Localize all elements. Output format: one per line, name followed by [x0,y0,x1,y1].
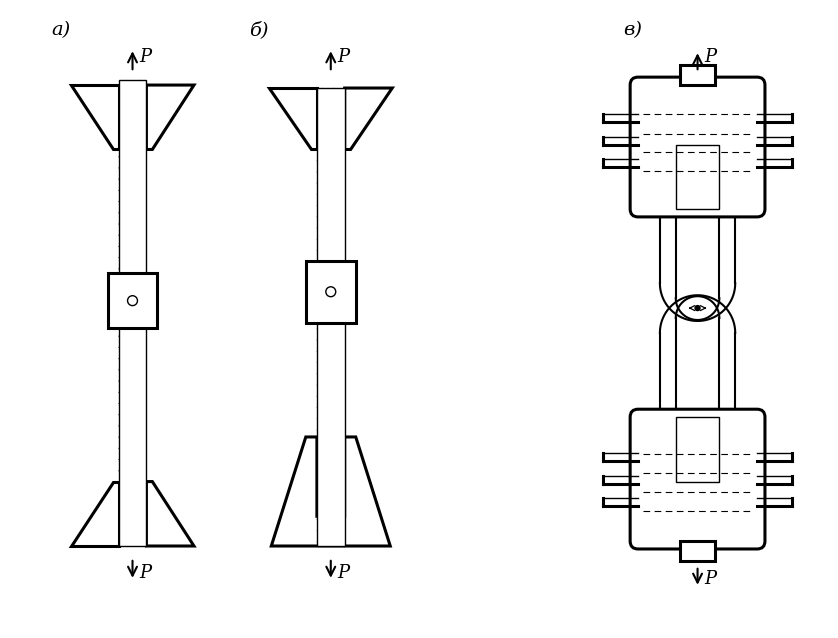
Circle shape [695,306,700,311]
Bar [680,541,716,561]
Text: P: P [705,570,716,588]
Polygon shape [71,85,119,149]
Text: P: P [705,48,716,66]
Polygon shape [344,88,392,149]
Text: P: P [338,48,349,66]
Bar [675,145,719,209]
Bar [306,260,355,323]
Bar [108,274,158,328]
FancyBboxPatch shape [630,77,765,217]
Circle shape [326,287,336,297]
Text: P: P [338,564,349,582]
Polygon shape [71,482,119,546]
Text: б): б) [250,22,269,40]
Text: P: P [139,564,152,582]
Polygon shape [147,482,194,546]
Text: а): а) [51,22,70,40]
Polygon shape [272,437,391,546]
FancyBboxPatch shape [630,409,765,549]
Polygon shape [317,88,344,546]
Polygon shape [147,85,194,149]
Circle shape [127,295,137,306]
Text: P: P [139,48,152,66]
Text: в): в) [623,22,642,40]
Bar [675,417,719,482]
Polygon shape [119,80,147,546]
Bar [680,65,716,85]
Polygon shape [269,88,317,149]
